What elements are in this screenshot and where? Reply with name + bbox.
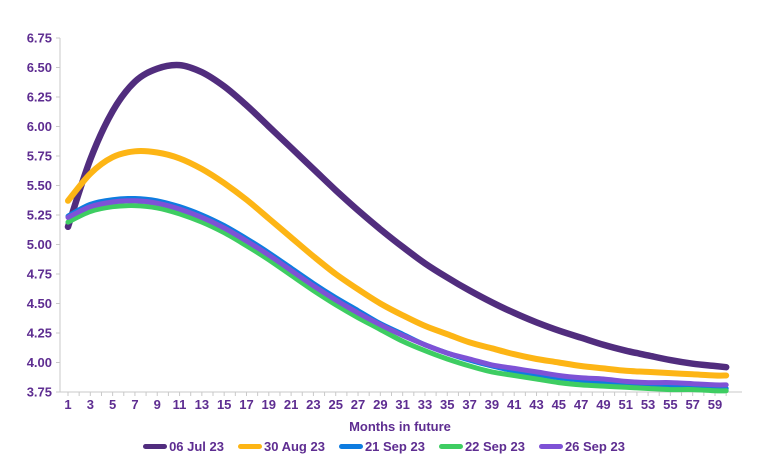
legend-item-22-sep-23: 22 Sep 23 xyxy=(438,439,525,454)
plot-area: 3.75 4.00 4.25 4.50 4.75 5.00 5.25 5.50 5.75 6.00… xyxy=(27,31,742,412)
legend-label-30-aug-23: 30 Aug 23 xyxy=(264,439,325,454)
x-tick-label: 9 xyxy=(154,397,161,412)
x-tick-label: 53 xyxy=(641,397,655,412)
legend-label-22-sep-23: 22 Sep 23 xyxy=(464,439,525,454)
legend-item-30-aug-23: 30 Aug 23 xyxy=(238,439,325,454)
series-line-26-sep-23 xyxy=(65,198,729,388)
x-tick-label: 43 xyxy=(529,397,543,412)
x-tick-label: 29 xyxy=(373,397,387,412)
x-tick-label: 41 xyxy=(507,397,521,412)
x-tick-label: 7 xyxy=(131,397,138,412)
x-tick-label: 15 xyxy=(217,397,231,412)
legend-swatch-06-jul-23 xyxy=(143,444,168,449)
legend-label-26-sep-23: 26 Sep 23 xyxy=(564,439,625,454)
x-tick-label: 55 xyxy=(663,397,677,412)
y-tick-label: 5.25 xyxy=(27,208,52,223)
y-tick-label: 6.25 xyxy=(27,90,52,105)
series-line-22-sep-23 xyxy=(65,203,729,394)
x-tick-label: 11 xyxy=(173,397,187,412)
x-tick-label: 19 xyxy=(262,397,276,412)
x-tick-label: 45 xyxy=(552,397,566,412)
x-tick-label: 31 xyxy=(395,397,409,412)
y-tick-label: 5.00 xyxy=(27,237,52,252)
x-tick-label: 35 xyxy=(440,397,454,412)
y-tick-label: 4.25 xyxy=(27,326,52,341)
legend-item-21-sep-23: 21 Sep 23 xyxy=(338,439,425,454)
x-tick-label: 59 xyxy=(708,397,722,412)
y-tick-label: 5.75 xyxy=(27,149,52,164)
x-tick-label: 13 xyxy=(195,397,209,412)
x-axis-title: Months in future xyxy=(349,419,451,434)
x-tick-label: 27 xyxy=(351,397,365,412)
x-tick-label: 57 xyxy=(685,397,699,412)
legend-swatch-30-aug-23 xyxy=(238,444,262,449)
y-tick-label: 4.75 xyxy=(27,267,52,282)
legend-label-06-jul-23: 06 Jul 23 xyxy=(169,439,224,454)
series-line-21-sep-23 xyxy=(65,195,729,392)
y-tick-label: 5.50 xyxy=(27,178,52,193)
y-tick-label: 4.00 xyxy=(27,355,52,370)
legend: 06 Jul 23 30 Aug 23 21 Sep 23 22 Sep 23 26 S… xyxy=(0,439,768,454)
y-tick-label: 6.50 xyxy=(27,60,52,75)
x-tick-label: 47 xyxy=(574,397,588,412)
series-line-06-jul-23 xyxy=(64,61,730,371)
y-tick-label: 4.50 xyxy=(27,296,52,311)
legend-swatch-22-sep-23 xyxy=(438,444,463,449)
x-tick-label: 3 xyxy=(87,397,94,412)
legend-item-06-jul-23: 06 Jul 23 xyxy=(143,439,224,454)
x-tick-label: 25 xyxy=(328,397,342,412)
x-tick-label: 5 xyxy=(109,397,116,412)
x-tick-label: 23 xyxy=(306,397,320,412)
legend-swatch-26-sep-23 xyxy=(538,444,563,449)
y-tick-label: 3.75 xyxy=(27,385,52,400)
legend-item-26-sep-23: 26 Sep 23 xyxy=(538,439,625,454)
legend-swatch-21-sep-23 xyxy=(338,444,363,449)
series-line-30-aug-23 xyxy=(65,147,730,379)
x-tick-label: 21 xyxy=(284,397,298,412)
x-tick-label: 37 xyxy=(462,397,476,412)
y-tick-label: 6.00 xyxy=(27,119,52,134)
x-tick-label: 33 xyxy=(418,397,432,412)
x-tick-label: 49 xyxy=(596,397,610,412)
y-tick-label: 6.75 xyxy=(27,31,52,46)
x-tick-label: 51 xyxy=(619,397,633,412)
x-tick-label: 1 xyxy=(64,397,71,412)
legend-label-21-sep-23: 21 Sep 23 xyxy=(364,439,425,454)
x-tick-label: 17 xyxy=(239,397,253,412)
x-tick-label: 39 xyxy=(485,397,499,412)
